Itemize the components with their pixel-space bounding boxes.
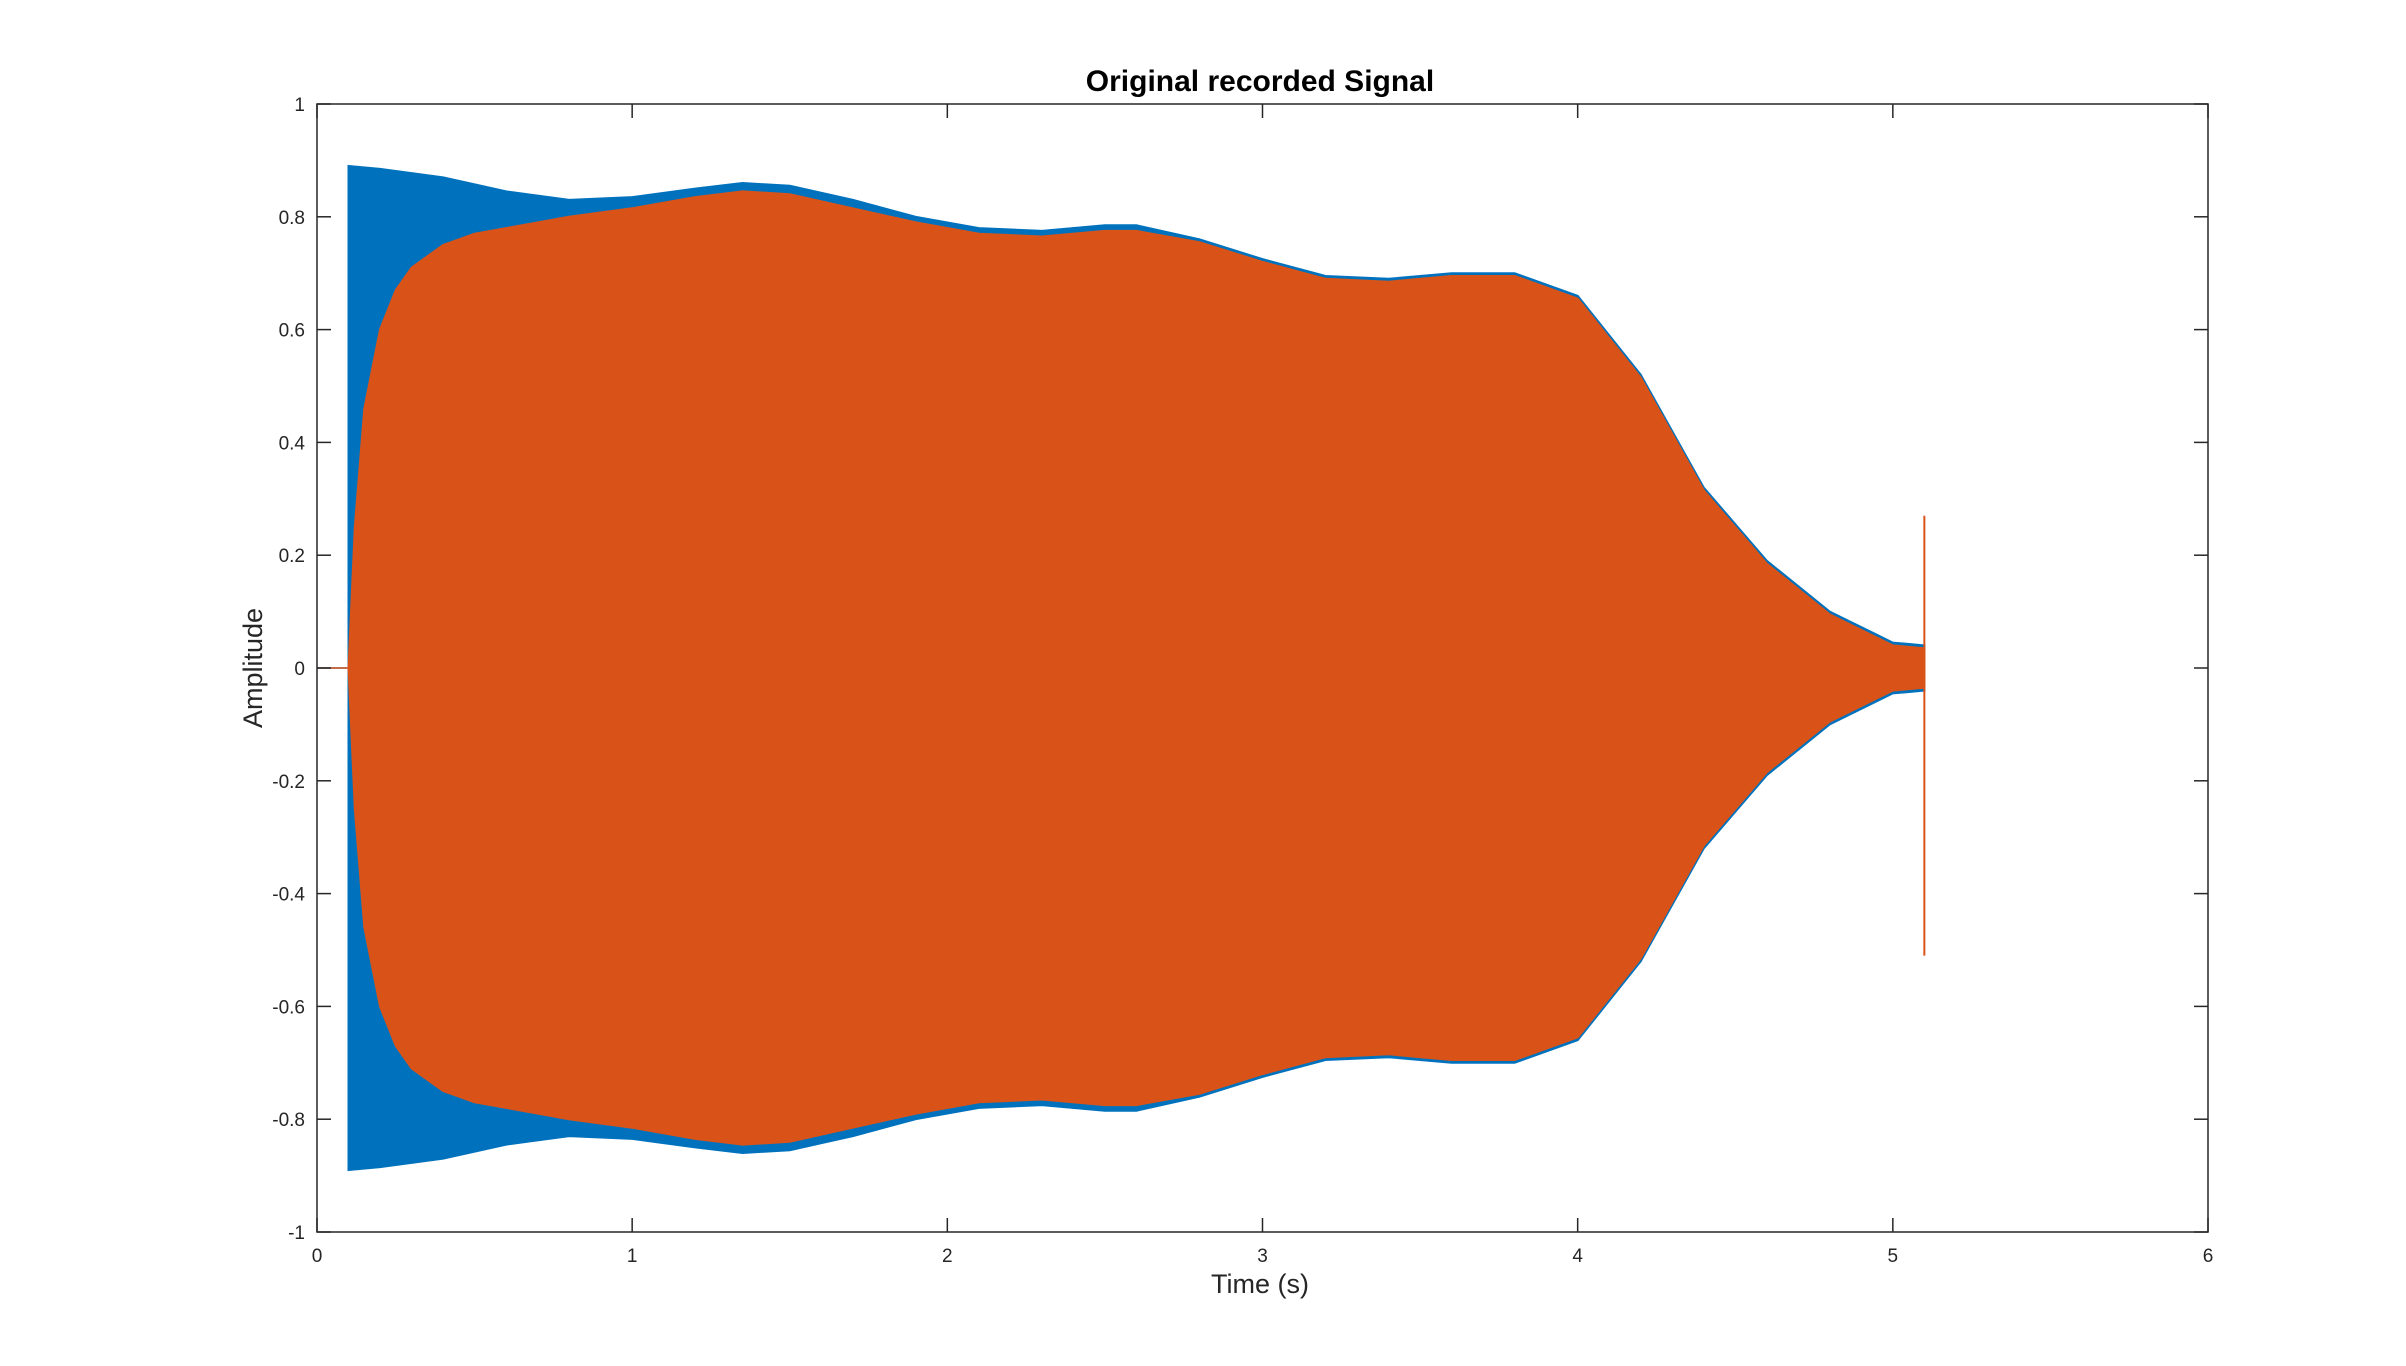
y-tick-label: 0.2: [279, 546, 305, 567]
y-tick-label: -0.8: [272, 1110, 305, 1131]
y-tick-label: 0.8: [279, 208, 305, 229]
x-tick-label: 0: [312, 1246, 323, 1267]
x-axis: 0 1 2 3 4 5 6: [312, 104, 2214, 1267]
x-tick-label: 5: [1888, 1246, 1899, 1267]
x-axis-label: Time (s): [1211, 1269, 1309, 1299]
y-tick-label: -1: [288, 1223, 305, 1244]
chart-title: Original recorded Signal: [1086, 65, 1434, 98]
y-axis: -1 -0.8 -0.6 -0.4 -0.2 0 0.2 0.4 0.6 0.8 1: [272, 95, 2208, 1244]
x-tick-label: 3: [1257, 1246, 1268, 1267]
y-axis-label: Amplitude: [238, 608, 268, 728]
y-tick-label: 0.4: [279, 433, 306, 454]
x-tick-label: 6: [2203, 1246, 2214, 1267]
y-tick-label: 1: [294, 95, 305, 116]
x-tick-label: 4: [1572, 1246, 1583, 1267]
x-tick-label: 1: [627, 1246, 638, 1267]
y-tick-label: -0.2: [272, 772, 305, 793]
y-tick-label: 0: [294, 659, 305, 680]
y-tick-label: -0.4: [272, 885, 305, 906]
y-tick-label: 0.6: [279, 321, 305, 342]
plot-series-group: [317, 164, 1926, 1172]
x-tick-label: 2: [942, 1246, 953, 1267]
y-tick-label: -0.6: [272, 997, 305, 1018]
